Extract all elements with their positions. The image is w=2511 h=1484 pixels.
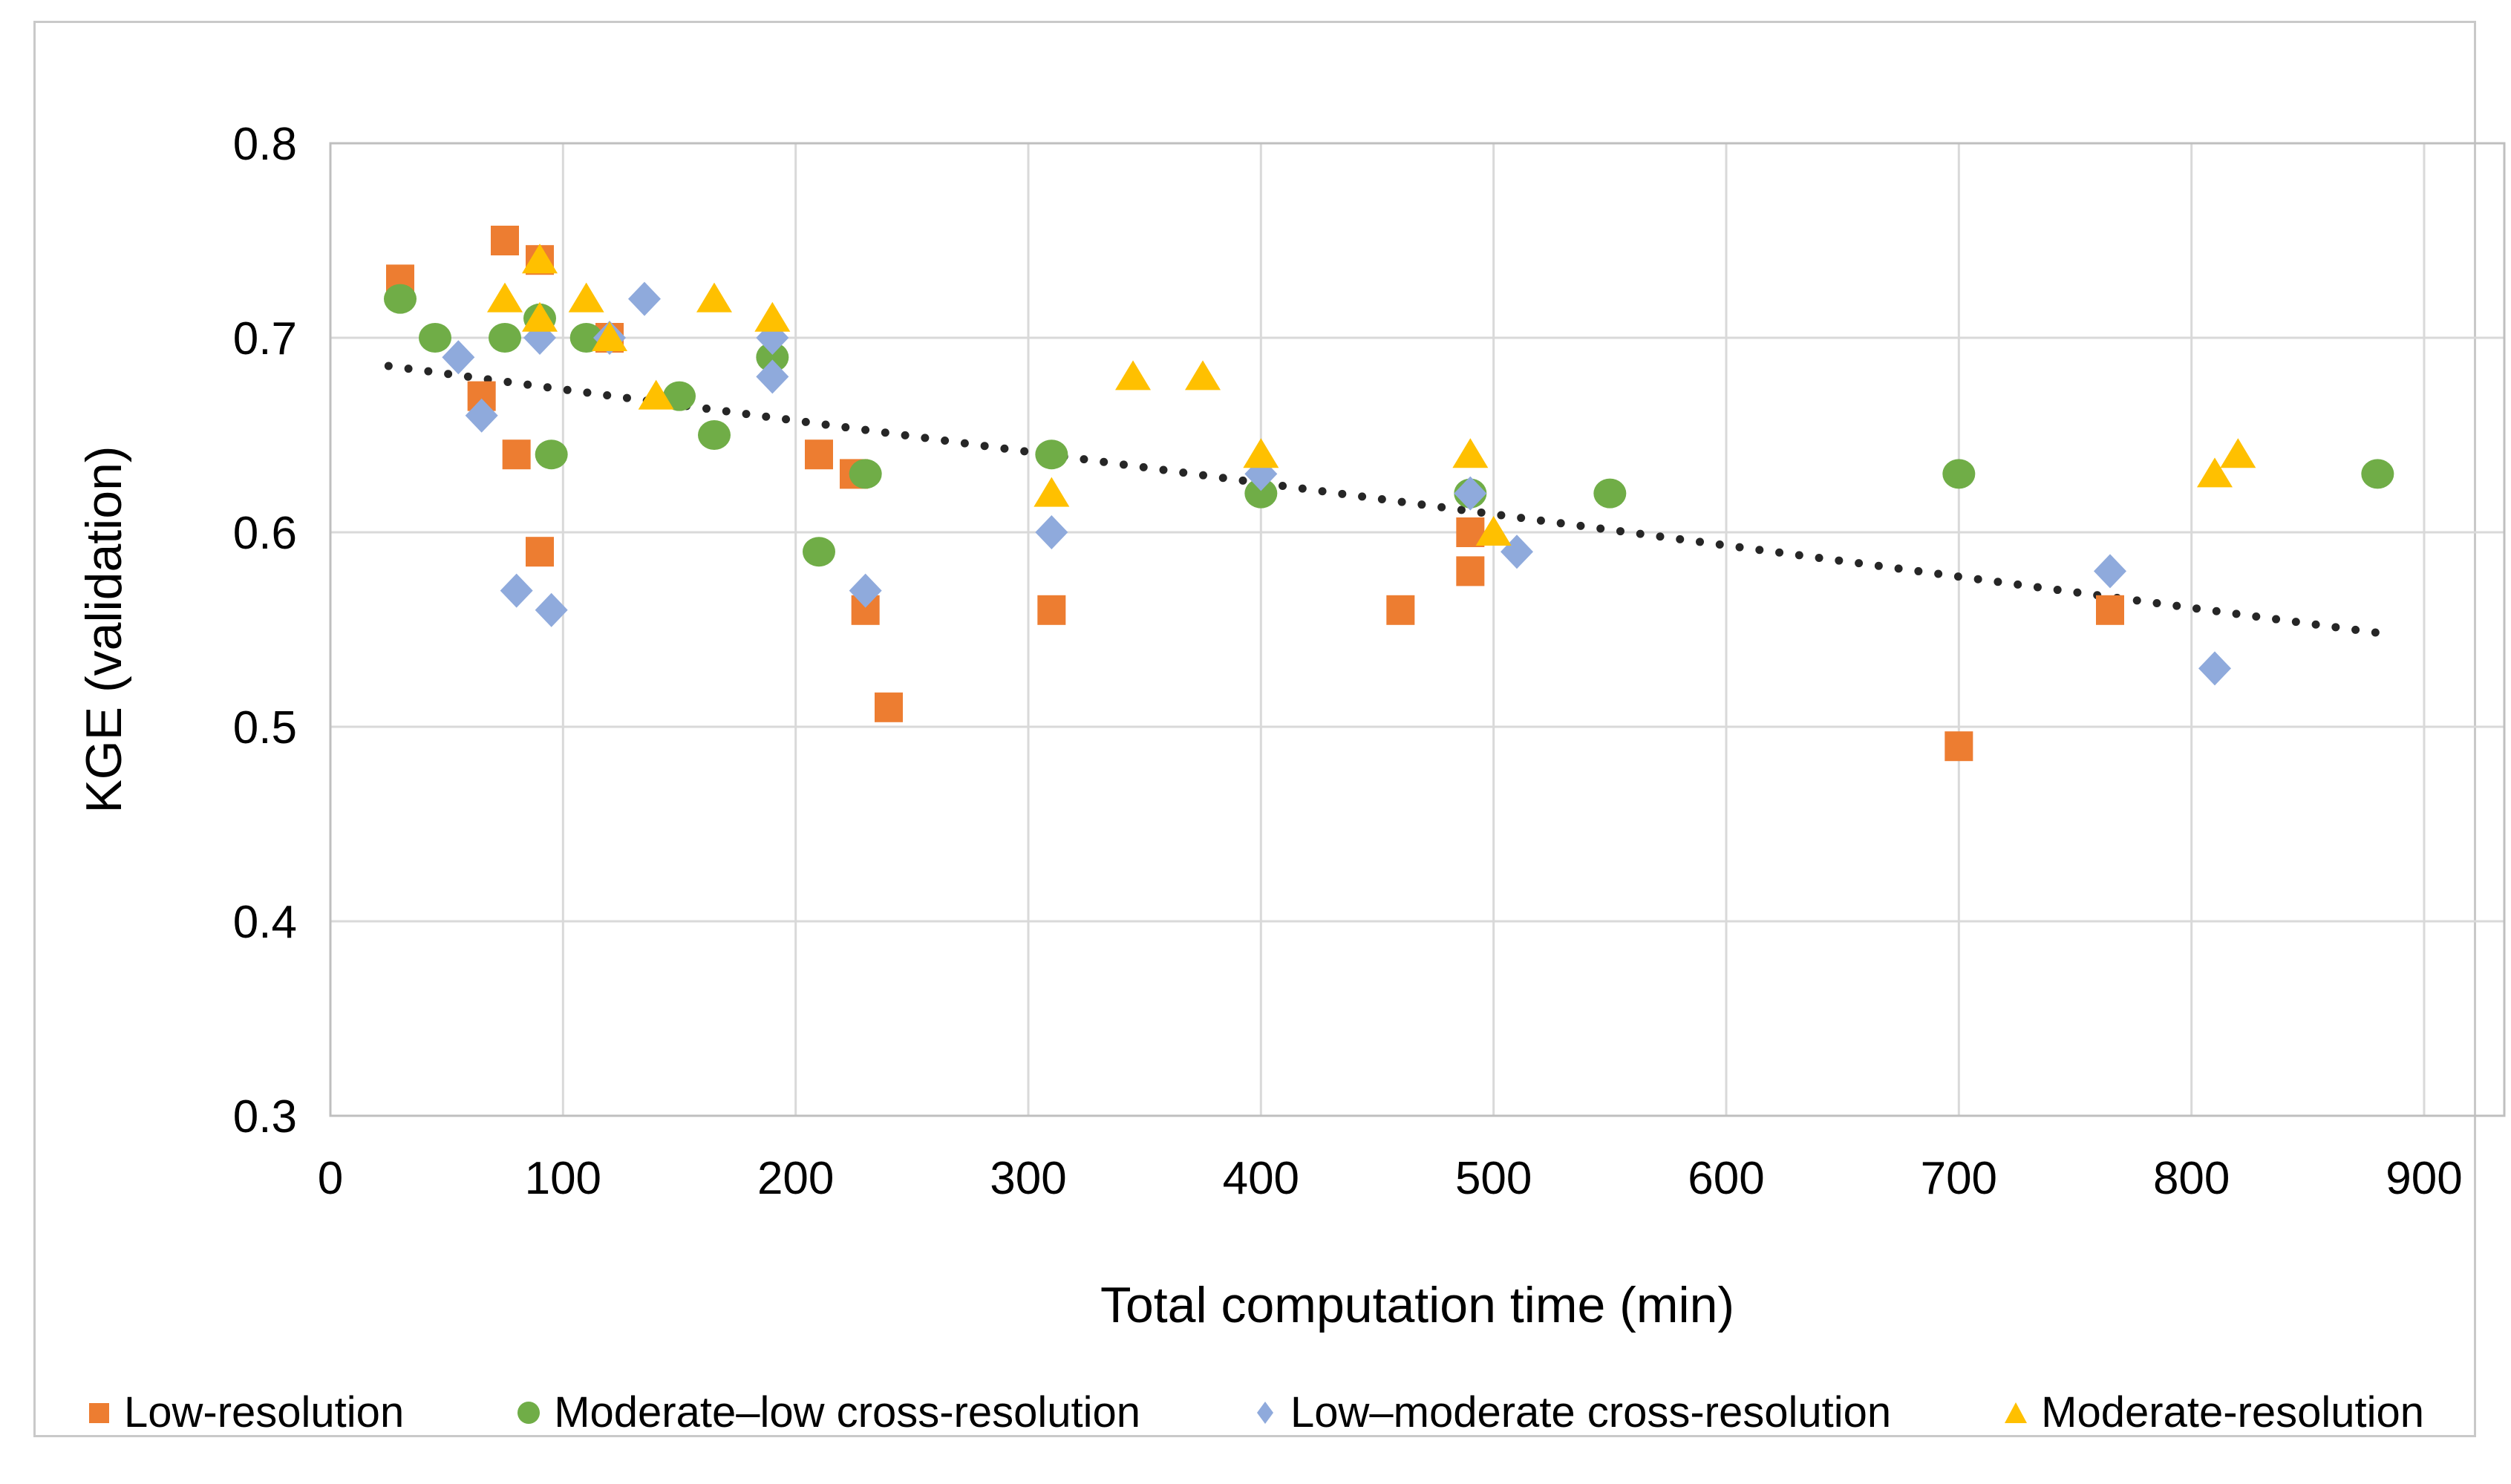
y-tick-label: 0.5 [233,702,297,754]
y-tick-label: 0.4 [233,897,297,948]
scatter-point-triangle [592,321,627,351]
scatter-point-circle [803,537,835,567]
y-tick-label: 0.3 [233,1091,297,1143]
x-tick-label: 600 [1688,1153,1764,1204]
legend-item-label: Moderate-resolution [2041,1388,2424,1436]
scatter-point-triangle [638,379,674,410]
y-axis-title: KGE (validation) [76,445,132,814]
scatter-point-triangle [487,282,523,313]
legend-item-low-resolution: Low-resolution [85,1387,404,1437]
scatter-point-diamond [1035,515,1068,549]
scatter-point-circle [419,323,451,353]
x-tick-label: 200 [757,1153,834,1204]
scatter-point-circle [569,323,603,353]
scatter-point-circle [535,439,568,470]
x-tick-label: 400 [1223,1153,1299,1204]
scatter-point-square [1037,595,1066,625]
scatter-point-circle [2361,459,2394,489]
scatter-point-circle [1593,478,1627,509]
scatter-point-diamond [2198,651,2231,686]
scatter-point-triangle [522,301,558,332]
scatter-point-square [502,439,531,470]
legend-square [89,1402,109,1423]
scatter-point-diamond [628,281,661,316]
scatter-plot: 0.8 0.7 0.6 0.5 0.4 0.3 0 100 200 300 400 500 600 700… [233,119,2506,1204]
legend-triangle [2005,1402,2028,1423]
scatter-point-triangle [2197,457,2233,488]
scatter-point-square [526,537,554,567]
scatter-point-diamond [535,592,568,627]
x-axis-title: Total computation time (min) [1100,1277,1735,1333]
scatter-point-triangle [1034,477,1070,507]
x-tick-label: 100 [525,1153,601,1204]
scatter-point-circle [489,323,521,353]
circle-marker-icon [517,1401,541,1424]
scatter-point-square [491,226,519,255]
scatter-point-triangle [568,282,604,313]
x-tick-label: 0 [318,1153,343,1204]
scatter-point-square [1386,595,1415,625]
scatter-point-circle [1244,478,1278,509]
triangle-marker-icon [2005,1402,2028,1423]
diamond-marker-icon [1257,1401,1273,1424]
scatter-point-square [875,692,903,722]
scatter-point-circle [849,459,882,489]
scatter-point-triangle [2220,438,2256,468]
scatter-point-square [805,439,833,470]
y-tick-label: 0.6 [233,508,297,559]
scatter-point-circle [663,381,696,411]
x-tick-label: 900 [2386,1153,2462,1204]
scatter-point-circle [698,420,731,450]
y-tick-label: 0.7 [233,313,297,365]
scatter-point-triangle [754,301,791,332]
legend-item-label: Low–moderate cross-resolution [1290,1388,1892,1436]
legend: Low-resolution Moderate–low cross-resolu… [85,1387,2424,1437]
x-tick-label: 700 [1921,1153,1997,1204]
scatter-point-square [2096,595,2124,625]
scatter-point-square [1456,556,1485,586]
scatter-point-diamond [849,573,882,608]
square-marker-icon [89,1402,109,1423]
scatter-point-square [1945,731,1973,762]
scatter-point-triangle [1475,516,1512,546]
plot-border [329,142,2506,1117]
scatter-point-circle [1942,459,1976,489]
legend-item-moderate-resolution: Moderate-resolution [2002,1387,2424,1437]
legend-item-moderate-low-cross-resolution: Moderate–low cross-resolution [515,1387,1140,1437]
y-tick-label: 0.8 [233,119,297,170]
trendline [384,362,2387,638]
legend-item-label: Moderate–low cross-resolution [554,1388,1140,1436]
scatter-point-circle [756,342,789,373]
scatter-point-diamond [2094,554,2126,589]
legend-circle [517,1401,541,1424]
scatter-point-diamond [465,398,498,433]
x-tick-label: 800 [2153,1153,2230,1204]
scatter-point-diamond [1454,476,1487,511]
scatter-point-triangle [1115,360,1151,390]
scatter-point-circle [384,284,417,314]
scatter-point-triangle [1452,438,1489,468]
scatter-point-triangle [1185,360,1221,390]
legend-item-low-moderate-cross-resolution: Low–moderate cross-resolution [1252,1387,1891,1437]
scatter-point-triangle [696,282,732,313]
legend-item-label: Low-resolution [124,1388,405,1436]
x-tick-label: 500 [1455,1153,1532,1204]
scatter-point-triangle [1243,438,1279,468]
scatter-point-triangle [522,243,558,274]
scatter-point-diamond [500,573,533,608]
scatter-point-diamond [442,340,475,375]
x-tick-label: 300 [990,1153,1066,1204]
chart-card: 0.8 0.7 0.6 0.5 0.4 0.3 0 100 200 300 400 500 600 700… [33,21,2506,1437]
scatter-point-circle [1035,439,1068,470]
legend-diamond [1257,1401,1273,1424]
